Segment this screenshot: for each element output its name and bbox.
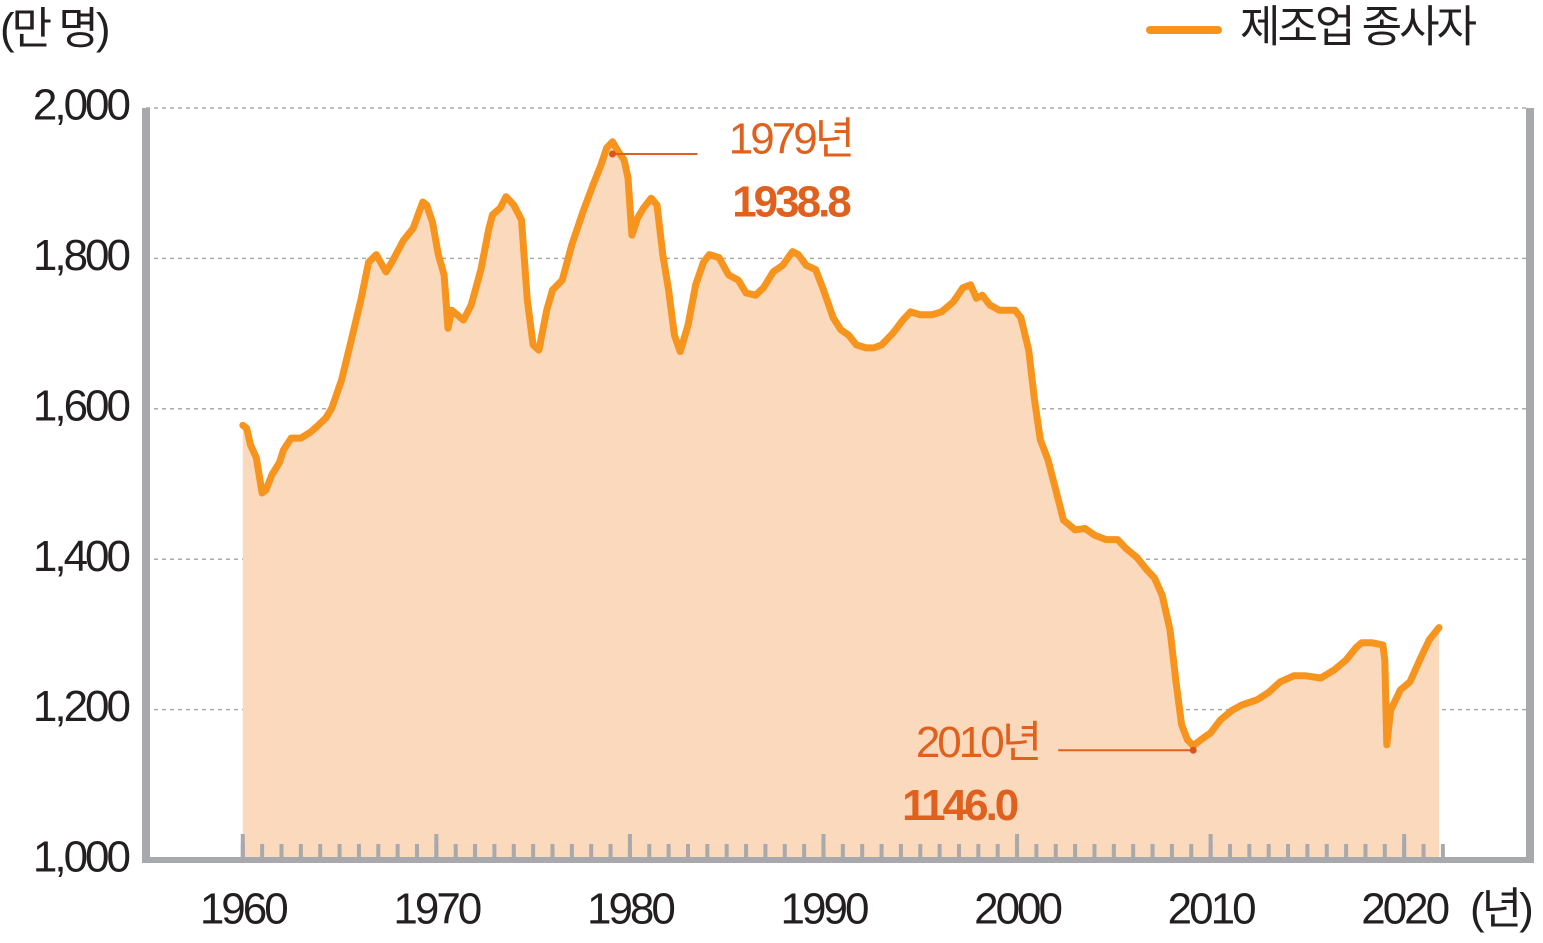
y-tick-label: 1,800 bbox=[33, 231, 130, 280]
y-tick-label: 1,400 bbox=[33, 532, 130, 581]
x-tick-label: 1990 bbox=[781, 885, 868, 934]
legend-label: 제조업 종사자 bbox=[1240, 3, 1477, 52]
annotation-dot bbox=[608, 150, 616, 158]
annotation-label: 2010년 bbox=[916, 718, 1039, 767]
x-tick-label: 1960 bbox=[200, 885, 287, 934]
y-tick-label: 1,600 bbox=[33, 381, 130, 430]
area bbox=[242, 141, 1440, 861]
y-tick-label: 2,000 bbox=[33, 81, 130, 130]
x-tick-label: 2000 bbox=[974, 885, 1061, 934]
annotation-value: 1938.8 bbox=[732, 178, 851, 227]
x-tick-label: 1980 bbox=[587, 885, 674, 934]
y-tick-label: 1,200 bbox=[33, 682, 130, 731]
y-axis-label: (만 명) bbox=[0, 5, 108, 54]
x-tick-label: 1970 bbox=[393, 885, 480, 934]
x-tick-label: 2010 bbox=[1168, 885, 1255, 934]
x-axis-label: (년) bbox=[1470, 885, 1531, 934]
annotation-dot bbox=[1189, 746, 1197, 754]
y-tick-label: 1,000 bbox=[33, 833, 130, 882]
line bbox=[239, 138, 1443, 750]
annotation-label: 1979년 bbox=[729, 115, 852, 164]
x-tick-label: 2020 bbox=[1361, 885, 1448, 934]
annotation-value: 1146.0 bbox=[902, 781, 1018, 830]
